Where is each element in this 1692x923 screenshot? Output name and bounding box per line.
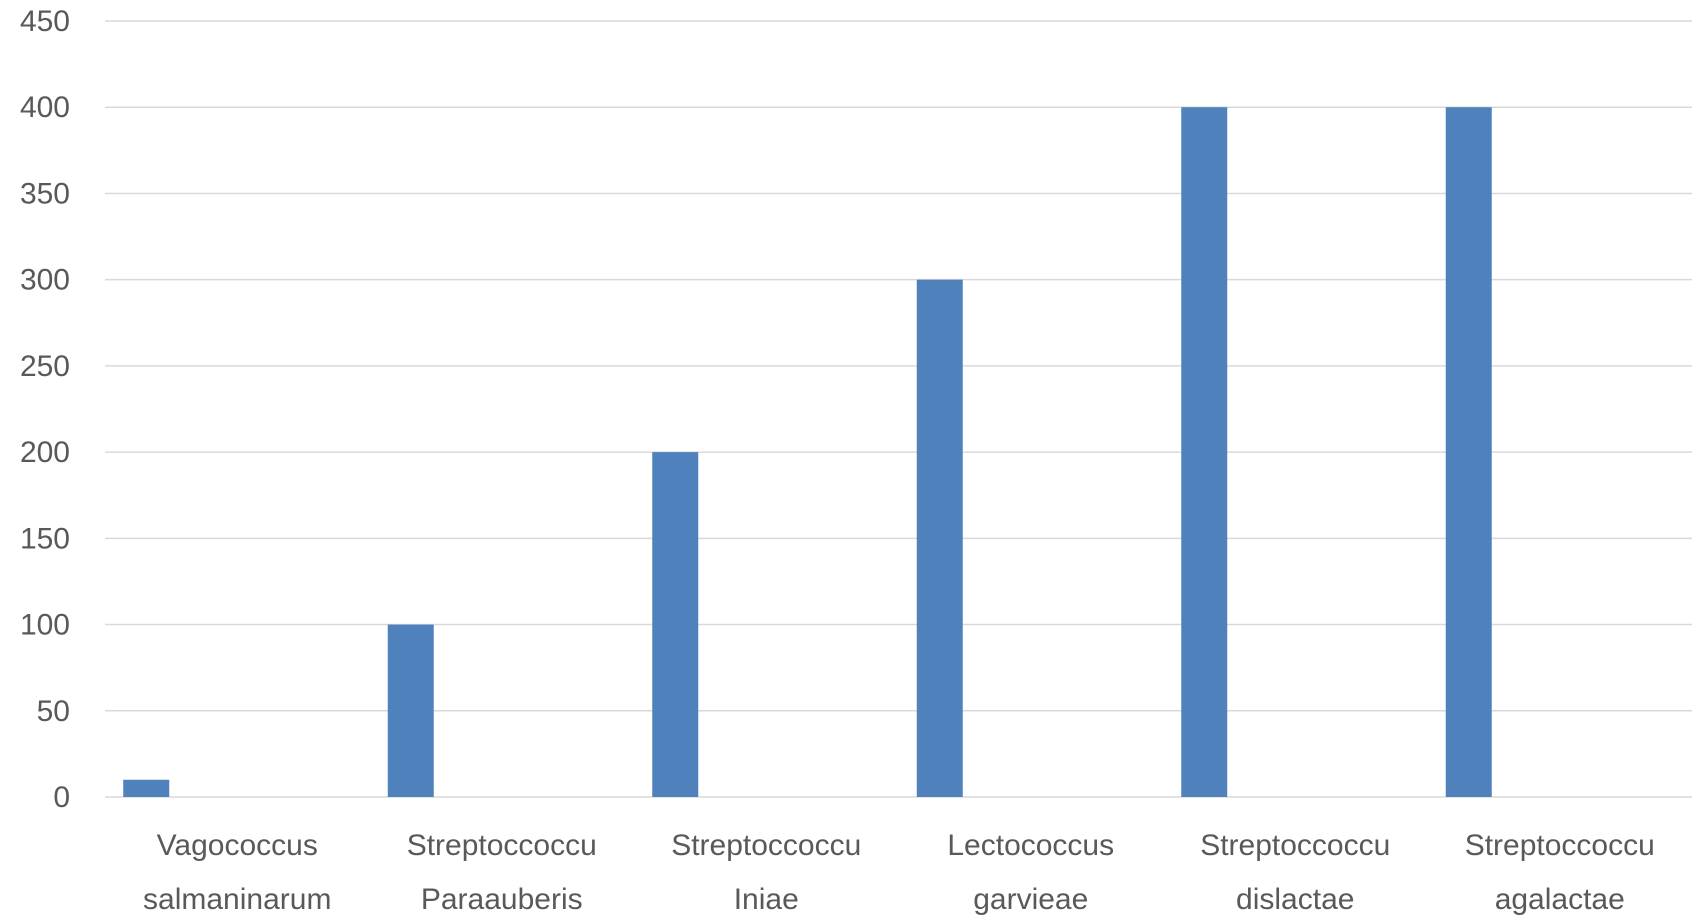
x-tick-label: Streptoccoccu: [671, 829, 861, 862]
y-tick-label: 200: [20, 436, 70, 469]
y-tick-label: 150: [20, 522, 70, 555]
bar: [652, 452, 699, 797]
x-tick-label: Vagococcus: [157, 829, 318, 862]
gridlines: [105, 20, 1692, 798]
bar: [1181, 107, 1228, 797]
x-tick-label: Paraauberis: [421, 883, 583, 916]
x-tick-label: salmaninarum: [143, 883, 331, 916]
x-tick-label: Lectococcus: [947, 829, 1114, 862]
x-tick-label: garvieae: [973, 883, 1088, 916]
x-tick-label: Iniae: [734, 883, 799, 916]
y-tick-label: 400: [20, 91, 70, 124]
x-tick-label: dislactae: [1236, 883, 1354, 916]
bars: [123, 107, 1492, 798]
y-tick-label: 50: [37, 695, 70, 728]
y-tick-label: 450: [20, 5, 70, 38]
y-axis-tick-labels: 0 50 100 150 200 250 300 350 400 450: [20, 5, 70, 814]
bar: [123, 779, 170, 797]
bar: [916, 279, 963, 798]
x-tick-label: agalactae: [1495, 883, 1625, 916]
y-tick-label: 350: [20, 177, 70, 210]
y-tick-label: 300: [20, 264, 70, 297]
x-tick-label: Streptoccoccu: [1465, 829, 1655, 862]
bar: [387, 624, 434, 797]
y-tick-label: 100: [20, 609, 70, 642]
x-axis-tick-labels: Vagococcus salmaninarum Streptoccoccu Paraa…: [143, 829, 1655, 916]
y-tick-label: 250: [20, 350, 70, 383]
y-tick-label: 0: [53, 781, 70, 814]
x-tick-label: Streptoccoccu: [407, 829, 597, 862]
x-tick-label: Streptoccoccu: [1200, 829, 1390, 862]
bar: [1445, 107, 1492, 797]
